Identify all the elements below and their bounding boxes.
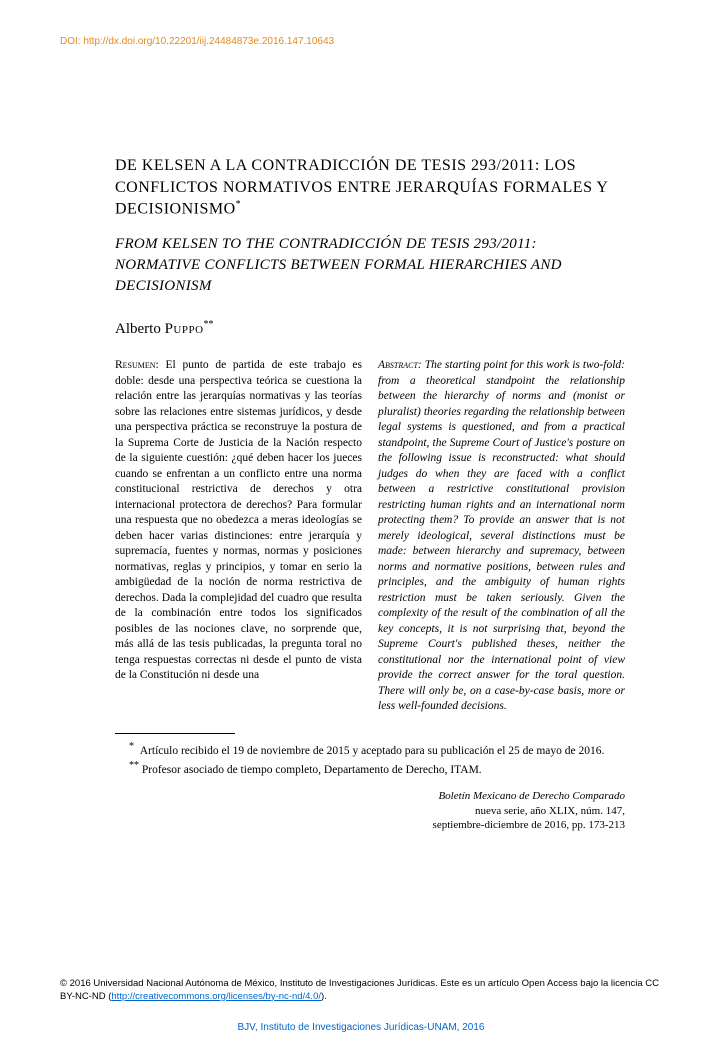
author-line: Alberto Puppo** xyxy=(115,319,625,338)
journal-series: nueva serie, año XLIX, núm. 147, xyxy=(115,804,625,819)
author-last-name: Puppo xyxy=(165,321,204,337)
resumen-label: Resumen: xyxy=(115,359,159,371)
footnote-1-text: Artículo recibido el 19 de noviembre de … xyxy=(140,745,605,757)
copyright-text-after: ). xyxy=(321,991,327,1002)
footnote-2-text: Profesor asociado de tiempo completo, De… xyxy=(142,764,482,776)
author-footnote-marker: ** xyxy=(204,319,214,330)
cc-license-link[interactable]: http://creativecommons.org/licenses/by-n… xyxy=(111,991,321,1002)
footnote-separator xyxy=(115,733,235,734)
journal-title: Boletín Mexicano de Derecho Comparado xyxy=(115,789,625,804)
copyright-block: © 2016 Universidad Nacional Autónoma de … xyxy=(60,978,660,1003)
footnote-2-marker: ** xyxy=(129,760,139,771)
doi-header: DOI: http://dx.doi.org/10.22201/iij.2448… xyxy=(60,36,334,47)
title-spanish: DE KELSEN A LA CONTRADICCIÓN DE TESIS 29… xyxy=(115,155,625,220)
abstract-text: The starting point for this work is two-… xyxy=(378,359,625,712)
abstract-column: Abstract: The starting point for this wo… xyxy=(378,358,625,715)
author-first-name: Alberto xyxy=(115,321,161,337)
footnote-1: * Artículo recibido el 19 de noviembre d… xyxy=(115,740,625,759)
article-content: DE KELSEN A LA CONTRADICCIÓN DE TESIS 29… xyxy=(115,155,625,833)
footer-publisher: BJV, Instituto de Investigaciones Jurídi… xyxy=(0,1022,722,1033)
abstract-label: Abstract: xyxy=(378,359,422,371)
title-footnote-marker: * xyxy=(236,199,242,210)
footnote-1-marker: * xyxy=(129,741,134,752)
abstracts-row: Resumen: El punto de partida de este tra… xyxy=(115,358,625,715)
footnote-2: ** Profesor asociado de tiempo completo,… xyxy=(115,759,625,778)
doi-label: DOI: xyxy=(60,36,81,47)
title-spanish-text: DE KELSEN A LA CONTRADICCIÓN DE TESIS 29… xyxy=(115,157,608,218)
title-english: FROM KELSEN TO THE CONTRADICCIÓN DE TESI… xyxy=(115,234,625,297)
resumen-text: El punto de partida de este trabajo es d… xyxy=(115,359,362,681)
resumen-column: Resumen: El punto de partida de este tra… xyxy=(115,358,362,715)
journal-info-block: Boletín Mexicano de Derecho Comparado nu… xyxy=(115,789,625,834)
doi-url[interactable]: http://dx.doi.org/10.22201/iij.24484873e… xyxy=(83,36,334,47)
journal-dates: septiembre-diciembre de 2016, pp. 173-21… xyxy=(115,818,625,833)
